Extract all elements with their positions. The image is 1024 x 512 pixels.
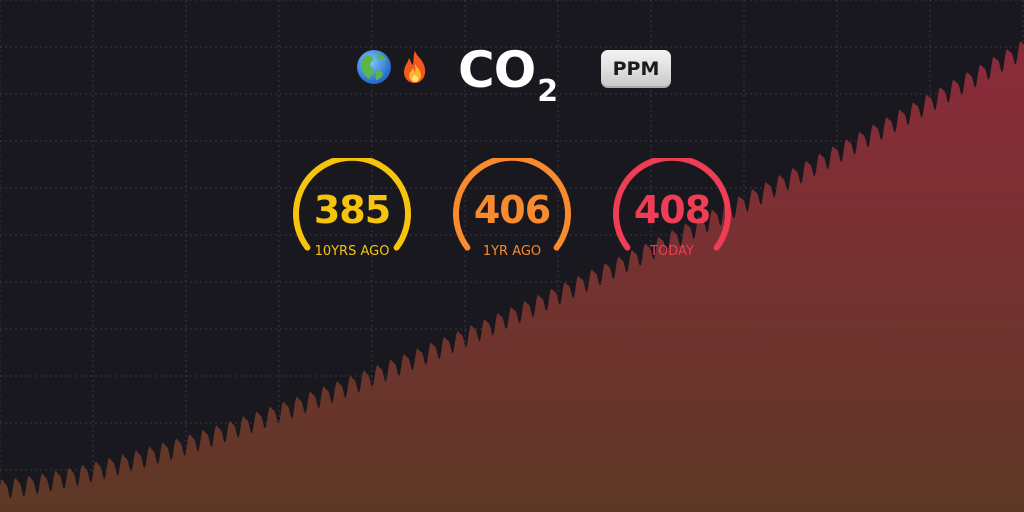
title-subscript: 2 <box>537 74 558 109</box>
fire-icon <box>396 48 434 86</box>
gauge-label: 1YR AGO <box>482 244 542 259</box>
gauge-ring <box>613 158 731 251</box>
earth-globe-americas-icon <box>355 48 393 86</box>
gauge-ring <box>453 158 571 251</box>
co2-area-series <box>0 41 1024 512</box>
unit-badge: PPM <box>601 50 671 88</box>
header: CO2 PPM <box>0 40 1024 109</box>
gauge-label: TODAY <box>650 244 694 259</box>
gauge-ring <box>293 158 411 251</box>
gauge-label: 10YRS AGO <box>314 244 390 259</box>
gauge-value: 408 <box>633 188 711 232</box>
gauge-value: 385 <box>313 188 391 232</box>
page-title: CO2 <box>458 40 558 109</box>
gauge-today: 408 TODAY <box>611 158 733 268</box>
title-main: CO <box>458 41 536 99</box>
gauge-value: 406 <box>473 188 551 232</box>
gauge-1yr-ago: 406 1YR AGO <box>451 158 573 268</box>
gauge-10yrs-ago: 385 10YRS AGO <box>291 158 413 268</box>
